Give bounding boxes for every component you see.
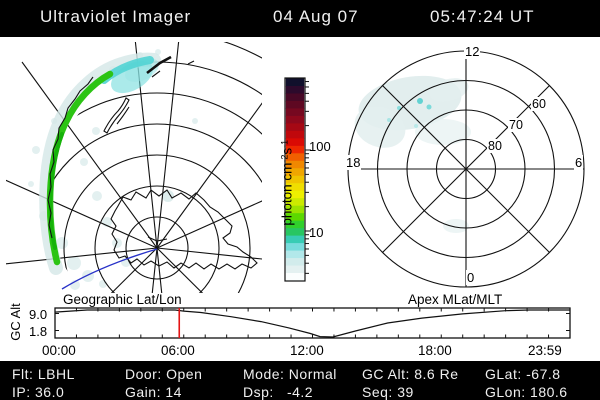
date-label: 04 Aug 07 [273,7,359,26]
footer-mode: Mode: Normal [243,366,337,382]
strip-ylabel: GC Alt [8,303,23,341]
footer-glat: GLat: -67.8 [485,366,561,382]
unit-sup1: -2 [279,154,290,163]
strip-xtick-1800: 18:00 [418,343,452,358]
colorbar-tick-100: 100 [309,139,331,154]
mlat-label-80: 80 [487,139,503,153]
footer-door: Door: Open [125,366,203,382]
strip-xtick-0000: 00:00 [42,343,76,358]
strip-xtick-2359: 23:59 [528,343,562,358]
time-label: 05:47:24 UT [430,7,535,26]
unit-base1: photon cm [279,162,295,226]
left-map-title: Geographic Lat/Lon [63,292,182,307]
footer-gcalt: GC Alt: 8.6 Re [362,366,459,382]
colorbar-tick-10: 10 [309,225,324,240]
app-title: Ultraviolet Imager [40,7,192,26]
right-map-title: Apex MLat/MLT [408,292,503,307]
mlat-label-60: 60 [531,97,547,111]
footer-ip: IP: 36.0 [12,384,65,400]
mlt-label-0: 0 [466,270,476,285]
footer-glon: GLon: 180.6 [485,384,568,400]
strip-ytick-9: 9.0 [29,307,48,322]
strip-ytick-18: 1.8 [29,324,48,339]
footer-flt: Flt: LBHL [12,366,75,382]
colorbar-unit-label: photon cm-2s-1 [265,112,295,262]
strip-xtick-0600: 06:00 [161,343,195,358]
mlat-label-70: 70 [508,118,524,132]
mlt-label-18: 18 [345,155,362,170]
footer-dsp: Dsp: -4.2 [243,384,314,400]
unit-sup2: -1 [279,139,290,148]
footer-seq: Seq: 39 [362,384,414,400]
mlt-label-6: 6 [574,155,584,170]
footer-gain: Gain: 14 [125,384,182,400]
plot-panel [0,37,600,361]
strip-xtick-1200: 12:00 [290,343,324,358]
unit-base2: s [279,147,295,155]
mlt-label-12: 12 [464,44,481,59]
